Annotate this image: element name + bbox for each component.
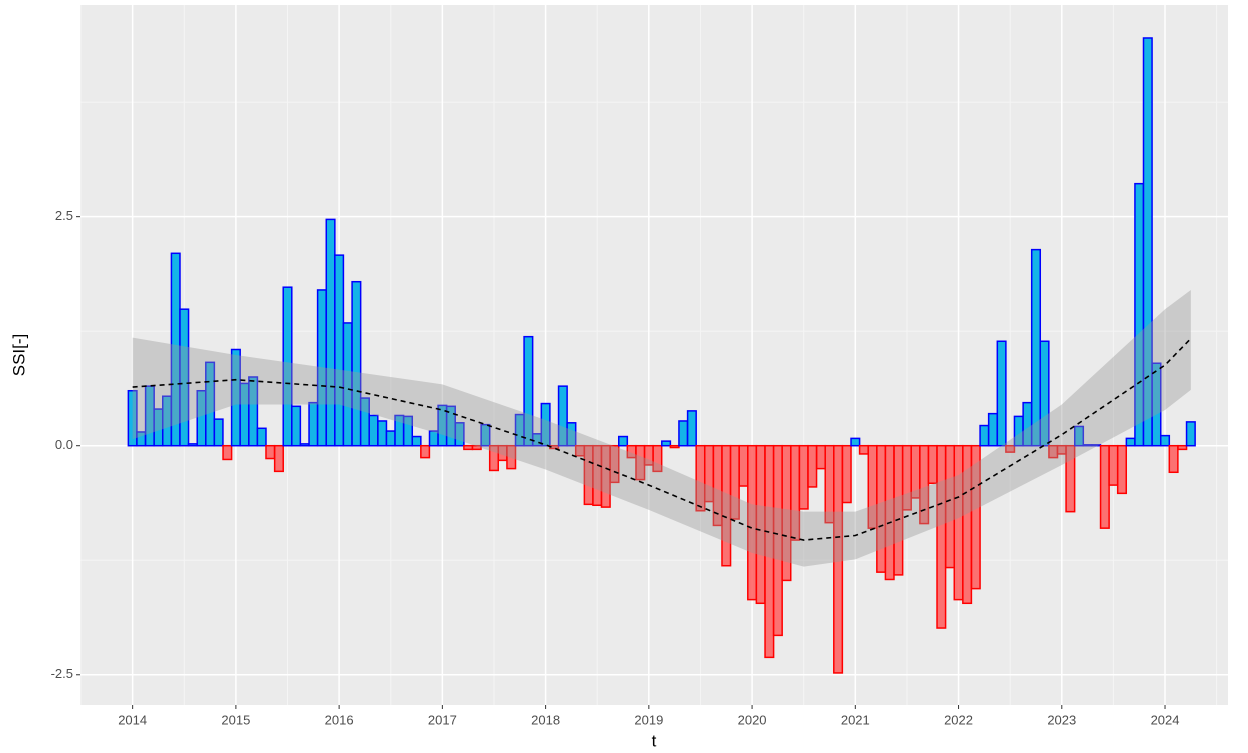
bar — [179, 308, 190, 447]
bar — [996, 340, 1007, 447]
bar — [402, 415, 414, 447]
bar — [299, 443, 310, 447]
bar — [454, 422, 465, 447]
x-tick-label: 2017 — [428, 712, 457, 727]
bar — [557, 385, 568, 447]
bar — [936, 444, 947, 629]
x-tick-label: 2021 — [841, 712, 870, 727]
bar — [1116, 444, 1128, 495]
bar — [385, 430, 396, 447]
bar — [205, 361, 216, 447]
bar — [213, 418, 224, 447]
bar — [420, 444, 431, 459]
confidence-band — [132, 289, 1191, 567]
bar — [1185, 421, 1196, 447]
bar — [1168, 444, 1179, 474]
y-tick-label: 0.0 — [55, 437, 73, 452]
bar — [1151, 362, 1162, 447]
bar — [1099, 444, 1110, 529]
bar — [824, 444, 835, 524]
bar — [291, 405, 302, 447]
bar — [833, 444, 844, 674]
x-tick-label: 2019 — [634, 712, 663, 727]
x-tick-label: 2018 — [531, 712, 560, 727]
bar — [566, 422, 577, 447]
bar — [1108, 444, 1119, 486]
bar — [841, 444, 852, 504]
bar — [248, 376, 259, 447]
bar — [661, 440, 672, 447]
x-tick-label: 2024 — [1151, 712, 1180, 727]
x-tick-label: 2023 — [1047, 712, 1076, 727]
x-axis-title: t — [652, 731, 657, 750]
bar — [308, 401, 319, 447]
bar — [1065, 444, 1076, 513]
bar — [970, 444, 981, 590]
bar — [265, 444, 276, 460]
bar — [927, 444, 938, 485]
bar — [686, 410, 697, 447]
bar — [609, 444, 620, 484]
bar — [127, 389, 138, 447]
bar — [506, 444, 517, 470]
x-tick-label: 2022 — [944, 712, 973, 727]
bar — [377, 420, 388, 447]
bar — [334, 254, 345, 447]
bar — [807, 444, 818, 488]
plot-panel — [80, 5, 1228, 705]
bar — [411, 435, 422, 447]
bar — [858, 444, 869, 455]
bar — [282, 286, 293, 447]
bar — [798, 444, 809, 510]
bar — [523, 335, 534, 447]
bar — [850, 437, 861, 447]
bar — [187, 443, 198, 447]
x-tick-label: 2014 — [118, 712, 147, 727]
bar — [815, 444, 826, 470]
bar — [273, 444, 284, 473]
bar — [1142, 37, 1153, 447]
bar — [652, 444, 663, 473]
bar — [669, 444, 680, 449]
bar — [368, 414, 379, 447]
bar — [428, 430, 439, 447]
bar — [540, 402, 551, 447]
bar — [953, 444, 964, 601]
bar — [678, 420, 689, 447]
bar — [222, 444, 233, 461]
bar — [1039, 340, 1050, 447]
y-tick-label: -2.5 — [51, 666, 73, 681]
bar — [987, 412, 998, 447]
bar — [471, 444, 482, 451]
y-axis-title: SSI[-] — [9, 334, 28, 377]
bar — [351, 280, 362, 447]
bar — [325, 218, 336, 447]
bar — [979, 424, 990, 447]
bar — [617, 435, 629, 447]
bar — [1159, 434, 1171, 447]
bar — [480, 423, 491, 447]
x-tick-label: 2016 — [325, 712, 354, 727]
bar — [919, 444, 930, 525]
bar — [1073, 425, 1085, 447]
bar — [1005, 444, 1016, 453]
bar — [1177, 444, 1188, 451]
bar — [1125, 437, 1136, 447]
bar — [256, 427, 267, 447]
bar — [463, 444, 474, 451]
x-tick-label: 2020 — [738, 712, 767, 727]
y-tick-label: 2.5 — [55, 208, 73, 223]
bar — [738, 444, 749, 487]
x-tick-label: 2015 — [221, 712, 250, 727]
bar — [1030, 248, 1042, 447]
